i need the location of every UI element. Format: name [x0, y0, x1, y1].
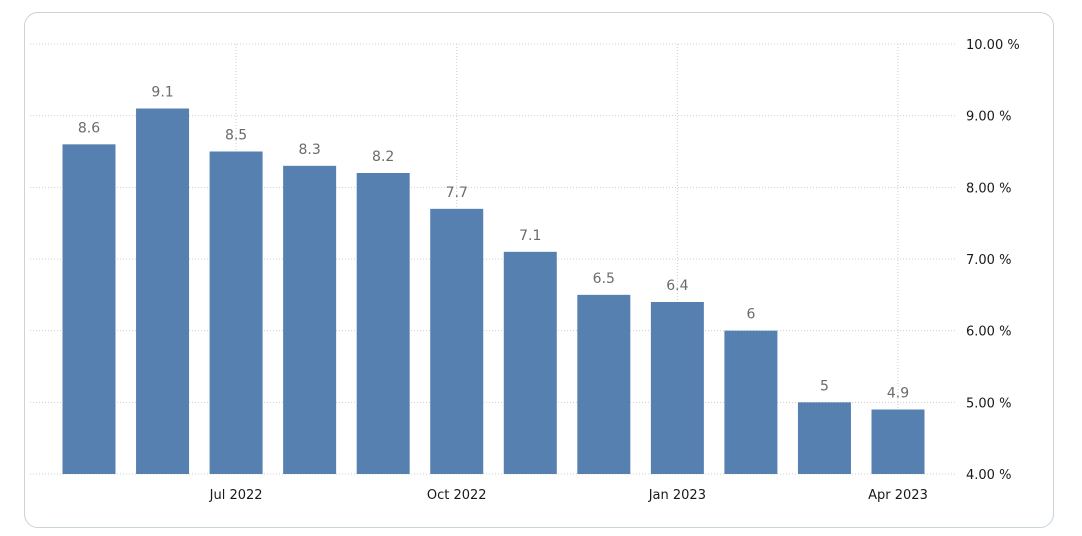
bar: [62, 144, 116, 475]
y-tick-label: 9.00 %: [966, 110, 1011, 125]
data-label: 6.4: [666, 278, 688, 294]
x-tick-label: Jul 2022: [209, 488, 263, 503]
data-label: 4.9: [887, 386, 909, 402]
bars: [62, 108, 925, 475]
y-axis: 4.00 % 5.00 % 6.00 % 7.00 % 8.00 % 9.00 % 10.0…: [966, 38, 1020, 483]
x-axis: Jul 2022 Oct 2022 Jan 2023 Apr 2023: [209, 488, 928, 503]
data-label: 8.3: [299, 142, 321, 158]
bar: [724, 330, 778, 474]
bar: [577, 294, 631, 474]
x-tick-label: Apr 2023: [868, 488, 928, 503]
bar: [136, 108, 190, 474]
data-label: 6.5: [593, 271, 615, 287]
data-label: 8.2: [372, 149, 394, 165]
y-tick-label: 7.00 %: [966, 253, 1011, 268]
y-tick-label: 8.00 %: [966, 181, 1011, 196]
y-tick-label: 10.00 %: [966, 38, 1020, 53]
x-tick-label: Oct 2022: [427, 488, 487, 503]
y-tick-label: 5.00 %: [966, 396, 1011, 411]
grid-lines: [30, 43, 955, 475]
data-label: 5: [820, 378, 829, 394]
bar: [650, 302, 704, 474]
bar: [871, 409, 925, 474]
bar: [797, 402, 851, 474]
data-label: 7.1: [519, 228, 541, 244]
y-tick-label: 6.00 %: [966, 325, 1011, 340]
bar: [430, 208, 484, 475]
bar: [209, 151, 263, 474]
data-labels: 8.6 9.1 8.5 8.3 8.2 7.7 7.1 6.5 6.4 6 5 4.9: [78, 85, 909, 402]
data-label: 8.6: [78, 120, 100, 136]
data-label: 7.7: [446, 185, 468, 201]
data-label: 8.5: [225, 128, 247, 144]
bar: [356, 173, 410, 474]
data-label: 9.1: [151, 85, 173, 101]
x-tick-label: Jan 2023: [648, 488, 706, 503]
data-label: 6: [746, 307, 755, 323]
bar: [503, 251, 557, 474]
y-tick-label: 4.00 %: [966, 468, 1011, 483]
bar: [283, 165, 337, 475]
